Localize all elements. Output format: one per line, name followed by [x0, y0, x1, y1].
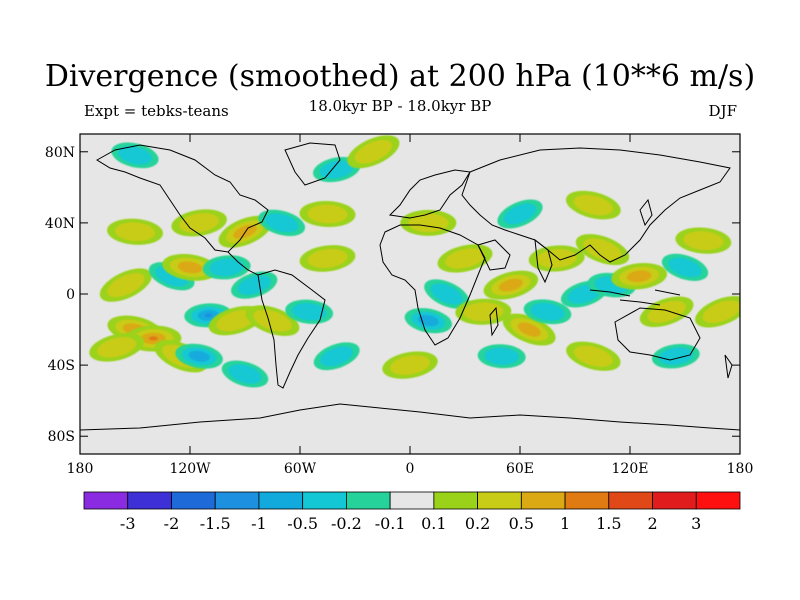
lon-tick-label: 180 [727, 461, 754, 477]
colorbar-bin-10 [520, 491, 566, 510]
experiment-label: Expt = tebks-teans [84, 102, 229, 120]
field-contour-20-1 [264, 213, 299, 233]
colorbar-label: 3 [691, 514, 701, 533]
field-contour-31-2 [517, 322, 541, 337]
field-contour-18-1 [179, 213, 220, 233]
colorbar-bin-1 [127, 491, 172, 510]
field-contour-24-1 [118, 146, 152, 165]
colorbar-label: -1.5 [200, 514, 231, 533]
chart-subtitle: 18.0kyr BP - 18.0kyr BP [308, 97, 492, 115]
lat-tick-label: 0 [66, 287, 75, 303]
field-contour-16-1 [228, 364, 262, 384]
field-contour-25-1 [408, 213, 449, 233]
field-contour-40-1 [683, 231, 724, 251]
colorbar-bin-5 [302, 491, 347, 510]
field-contour-2-3 [148, 336, 158, 341]
colorbar-label: 0.1 [421, 514, 446, 533]
field-contour-45-1 [390, 355, 430, 375]
colorbar: -3 -2 -1.5 -1 -0.5 -0.2 -0.1 0.1 0.2 0.5 1 1.5 2 3 [83, 491, 741, 533]
lon-tick-label: 60E [506, 461, 534, 477]
lat-tick-label: 80S [48, 429, 75, 445]
lat-tick-label: 40N [45, 216, 75, 232]
colorbar-bin-8 [433, 491, 479, 510]
field-contour-23-1 [354, 139, 393, 164]
field-contour-9-2 [177, 261, 203, 274]
colorbar-bin-9 [477, 491, 522, 510]
colorbar-label: 0.2 [465, 514, 490, 533]
colorbar-bin-3 [214, 491, 260, 510]
lon-tick-label: 60W [284, 461, 317, 477]
divergence-field [89, 135, 740, 388]
coastlines [80, 142, 740, 431]
field-contour-15-1 [320, 346, 354, 367]
field-contour-35-1 [583, 238, 622, 261]
field-contour-12-1 [253, 309, 292, 332]
colorbar-bin-12 [608, 491, 653, 510]
colorbar-bin-0 [83, 491, 129, 510]
field-contour-13-1 [291, 302, 327, 321]
lon-tick-label: 180 [67, 461, 94, 477]
field-contour-5-2 [188, 350, 210, 362]
lat-tick-label: 80N [45, 145, 75, 161]
field-contour-21-1 [307, 204, 348, 224]
lon-tick-label: 120E [612, 461, 649, 477]
map-axes: 80N 40N 0 40S 80S 180 120W 60W 0 60E 120E 180 [45, 134, 753, 477]
field-contour-26-1 [445, 248, 485, 269]
field-contour-17-1 [114, 222, 156, 242]
field-contour-10-1 [209, 258, 244, 277]
colorbar-label: -0.2 [331, 514, 362, 533]
lon-tick-label: 120W [169, 461, 211, 477]
field-contour-39-1 [668, 257, 702, 278]
field-contour-30-2 [498, 278, 523, 292]
field-contour-42-1 [702, 300, 740, 324]
field-contour-6-3 [204, 313, 213, 318]
colorbar-bin-4 [258, 491, 304, 510]
field-contour-3-1 [96, 337, 137, 358]
colorbar-label: 1.5 [596, 514, 621, 533]
field-contour-47-1 [573, 194, 614, 216]
colorbar-bin-14 [695, 491, 741, 510]
field-contour-33-1 [536, 249, 577, 268]
map-background [80, 134, 740, 454]
chart-title: Divergence (smoothed) at 200 hPa (10**6 … [44, 59, 756, 94]
field-contour-37-2 [626, 270, 652, 283]
field-contour-7-1 [216, 310, 256, 332]
field-contour-44-1 [484, 347, 519, 365]
field-contour-27-1 [430, 283, 463, 305]
colorbar-label: -1 [251, 514, 267, 533]
colorbar-label: -2 [164, 514, 180, 533]
field-contour-32-1 [530, 302, 565, 321]
colorbar-bin-11 [564, 491, 610, 510]
colorbar-label: 1 [560, 514, 570, 533]
colorbar-label: -3 [120, 514, 136, 533]
colorbar-label: 0.5 [509, 514, 534, 533]
colorbar-label: -0.5 [287, 514, 318, 533]
field-contour-38-1 [647, 300, 686, 323]
colorbar-label: 2 [647, 514, 657, 533]
field-contour-0-1 [107, 273, 145, 298]
field-contour-14-1 [307, 248, 348, 269]
field-contour-46-1 [503, 203, 537, 225]
field-contour-41-1 [658, 347, 693, 366]
lat-tick-label: 40S [48, 358, 75, 374]
colorbar-label: -0.1 [375, 514, 406, 533]
lon-tick-label: 0 [406, 461, 415, 477]
field-contour-11-1 [237, 275, 271, 295]
season-label: DJF [708, 102, 737, 120]
field-contour-43-1 [573, 345, 613, 367]
colorbar-bin-7 [389, 491, 435, 510]
colorbar-bin-13 [652, 491, 697, 510]
colorbar-bin-2 [171, 491, 216, 510]
colorbar-bin-6 [345, 491, 391, 510]
field-contour-29-1 [463, 302, 504, 322]
